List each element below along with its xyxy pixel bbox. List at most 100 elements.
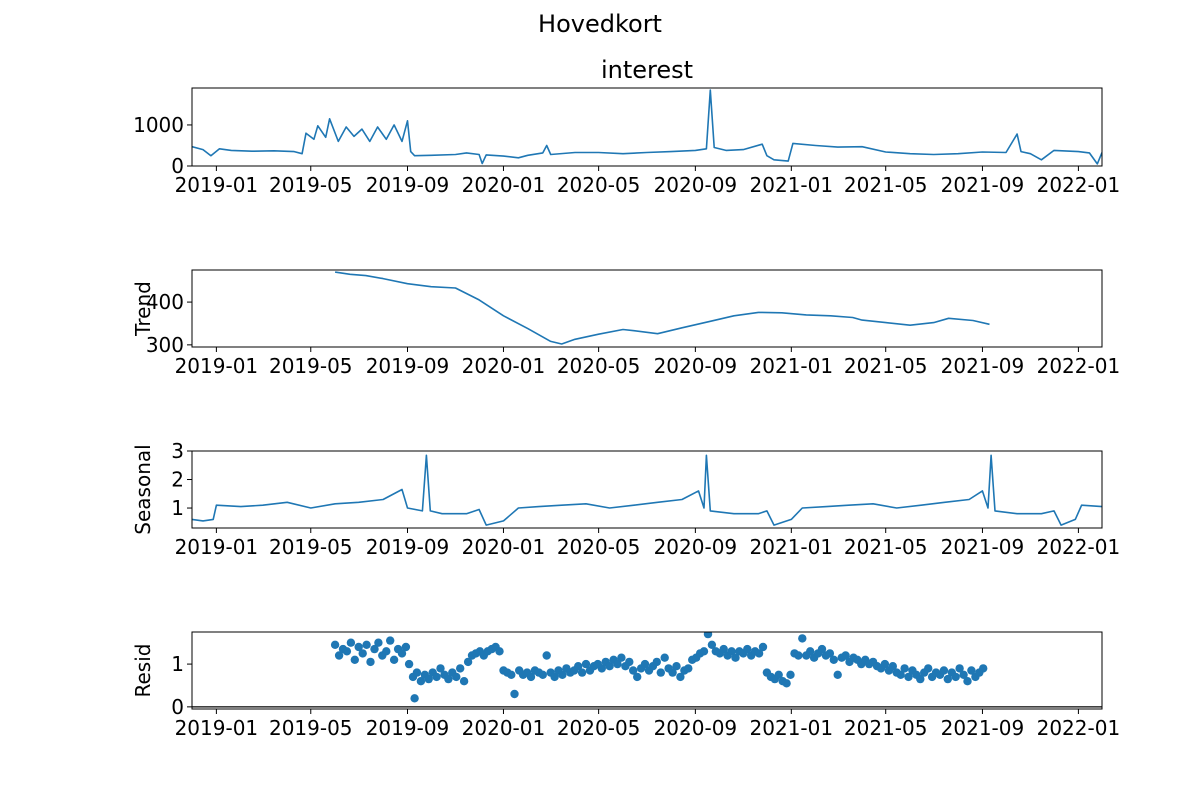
x-tick-label: 2020-05 (557, 535, 641, 559)
data-point (374, 638, 383, 647)
data-point (397, 649, 407, 658)
data-point (916, 674, 925, 684)
y-tick-label: 0 (171, 695, 184, 719)
data-point (880, 659, 890, 669)
data-point (550, 672, 559, 682)
series-line (192, 454, 1102, 526)
x-tick-label: 2020-05 (557, 173, 641, 197)
data-point (629, 666, 638, 675)
x-tick-label: 2019-09 (366, 354, 450, 378)
data-point (979, 664, 988, 673)
data-point (526, 672, 536, 682)
data-point (350, 655, 359, 664)
data-point (362, 640, 371, 649)
data-point (719, 644, 728, 654)
y-axis-label: Trend (131, 281, 155, 337)
data-point (605, 662, 614, 671)
data-point (656, 668, 665, 677)
data-point (668, 668, 677, 677)
x-tick-label: 2020-09 (654, 173, 738, 197)
data-point (401, 642, 411, 652)
axes-frame (191, 450, 1103, 529)
data-point (955, 664, 964, 673)
x-tick-label: 2022-01 (1037, 354, 1121, 378)
data-point (699, 647, 709, 656)
data-point (334, 651, 344, 660)
plot-area (192, 89, 1102, 165)
data-point (354, 642, 363, 652)
y-tick-label: 400 (146, 290, 184, 314)
x-tick-label: 2021-09 (941, 716, 1025, 740)
x-tick-label: 2019-05 (269, 173, 353, 197)
data-point (888, 662, 897, 671)
data-point (904, 672, 913, 682)
data-point (597, 664, 606, 673)
y-axis-label: Resid (131, 644, 155, 698)
axes-frame (191, 269, 1103, 348)
data-point (806, 647, 815, 656)
subplot-1: 2019-01 2019-05 2019-09 2020-01 2020-05 2020-… (133, 56, 1120, 197)
data-point (444, 674, 453, 684)
data-point (463, 657, 473, 667)
data-point (625, 657, 634, 667)
data-point (896, 670, 905, 679)
data-point (577, 668, 587, 677)
data-point (794, 651, 803, 660)
data-point (510, 689, 519, 699)
x-tick-label: 2021-09 (941, 535, 1025, 559)
data-point (342, 647, 352, 656)
data-point (660, 653, 669, 662)
y-tick-label: 1000 (133, 113, 184, 137)
data-point (939, 666, 949, 675)
data-point (507, 670, 516, 679)
data-point (786, 670, 795, 679)
data-point (382, 647, 391, 656)
data-point (581, 659, 591, 669)
x-tick-label: 2020-05 (557, 354, 641, 378)
data-point (703, 632, 713, 639)
data-point (959, 670, 968, 679)
x-tick-label: 2019-09 (366, 173, 450, 197)
x-tick-label: 2021-05 (844, 535, 928, 559)
x-tick-label: 2020-01 (462, 716, 546, 740)
data-point (495, 647, 504, 656)
x-tick-label: 2019-01 (175, 173, 259, 197)
x-tick-label: 2021-09 (941, 354, 1025, 378)
series-line (334, 271, 990, 345)
data-point (459, 677, 469, 686)
data-point (727, 647, 736, 656)
data-point (817, 644, 827, 654)
data-point (833, 670, 842, 679)
data-point (452, 672, 461, 682)
y-tick-label: 300 (146, 333, 184, 357)
data-point (841, 651, 850, 660)
data-point (436, 664, 445, 673)
data-point (731, 653, 740, 662)
data-point (684, 664, 693, 673)
data-point (432, 672, 441, 682)
x-tick-label: 2019-01 (175, 716, 259, 740)
data-point (613, 659, 622, 669)
y-tick-label: 0 (171, 154, 184, 178)
data-point (758, 642, 768, 652)
data-point (743, 644, 752, 654)
data-point (424, 674, 433, 684)
y-tick-label: 3 (171, 439, 184, 463)
x-tick-label: 2021-01 (750, 535, 834, 559)
data-point (924, 664, 933, 673)
x-tick-label: 2019-09 (366, 716, 450, 740)
x-tick-label: 2020-01 (462, 173, 546, 197)
data-point (558, 670, 567, 679)
subplot-3: 2019-01 2019-05 2019-09 2020-01 2020-05 2020-… (131, 439, 1120, 559)
data-point (798, 634, 807, 643)
subplot-2: 2019-01 2019-05 2019-09 2020-01 2020-05 2020-… (131, 269, 1121, 378)
x-tick-label: 2021-05 (844, 716, 928, 740)
x-tick-label: 2019-05 (269, 716, 353, 740)
data-point (676, 672, 685, 682)
data-point (652, 657, 661, 667)
data-point (672, 662, 681, 671)
data-point (782, 679, 791, 688)
x-tick-label: 2021-05 (844, 173, 928, 197)
data-point (416, 677, 426, 686)
